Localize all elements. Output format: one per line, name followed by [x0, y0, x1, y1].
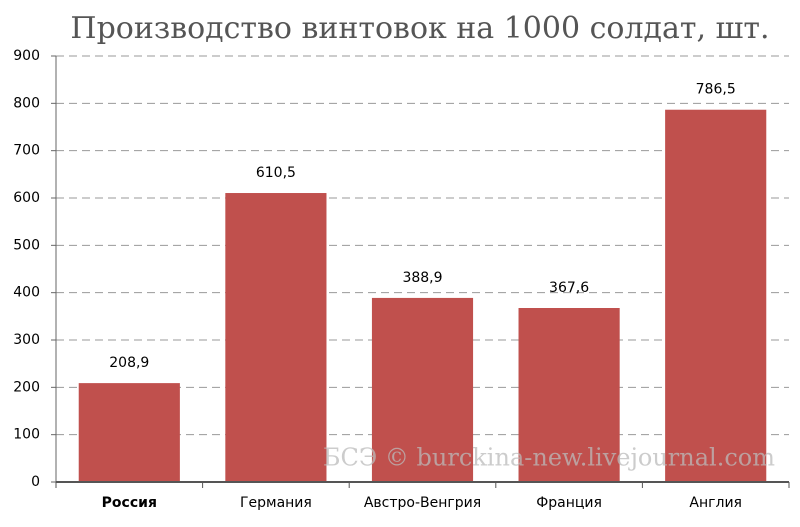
- value-label: 367,6: [549, 280, 589, 296]
- value-label: 208,9: [109, 355, 149, 371]
- y-tick-label: 600: [13, 190, 40, 206]
- y-tick-label: 900: [13, 48, 40, 64]
- y-tick-label: 500: [13, 237, 40, 253]
- bar: [518, 308, 620, 482]
- y-tick-label: 200: [13, 379, 40, 395]
- y-tick-label: 800: [13, 95, 40, 111]
- x-tick-label: Англия: [689, 495, 742, 511]
- y-tick-label: 700: [13, 143, 40, 159]
- x-tick-label: Франция: [536, 495, 602, 511]
- bar: [78, 383, 180, 482]
- y-tick-label: 0: [31, 474, 40, 490]
- chart-title: Производство винтовок на 1000 солдат, шт…: [70, 11, 769, 46]
- y-tick-label: 400: [13, 285, 40, 301]
- x-tick-label: Германия: [240, 495, 312, 511]
- y-tick-label: 100: [13, 427, 40, 443]
- watermark: БСЭ © burckina-new.livejournal.com: [323, 444, 775, 472]
- bar: [665, 109, 767, 483]
- value-label: 388,9: [402, 270, 442, 286]
- x-tick-label: Австро-Венгрия: [364, 495, 481, 511]
- value-label: 786,5: [696, 82, 736, 98]
- value-label: 610,5: [256, 165, 296, 181]
- bar: [225, 193, 327, 482]
- y-tick-label: 300: [13, 332, 40, 348]
- x-tick-label: Россия: [102, 495, 157, 511]
- bar: [371, 297, 474, 482]
